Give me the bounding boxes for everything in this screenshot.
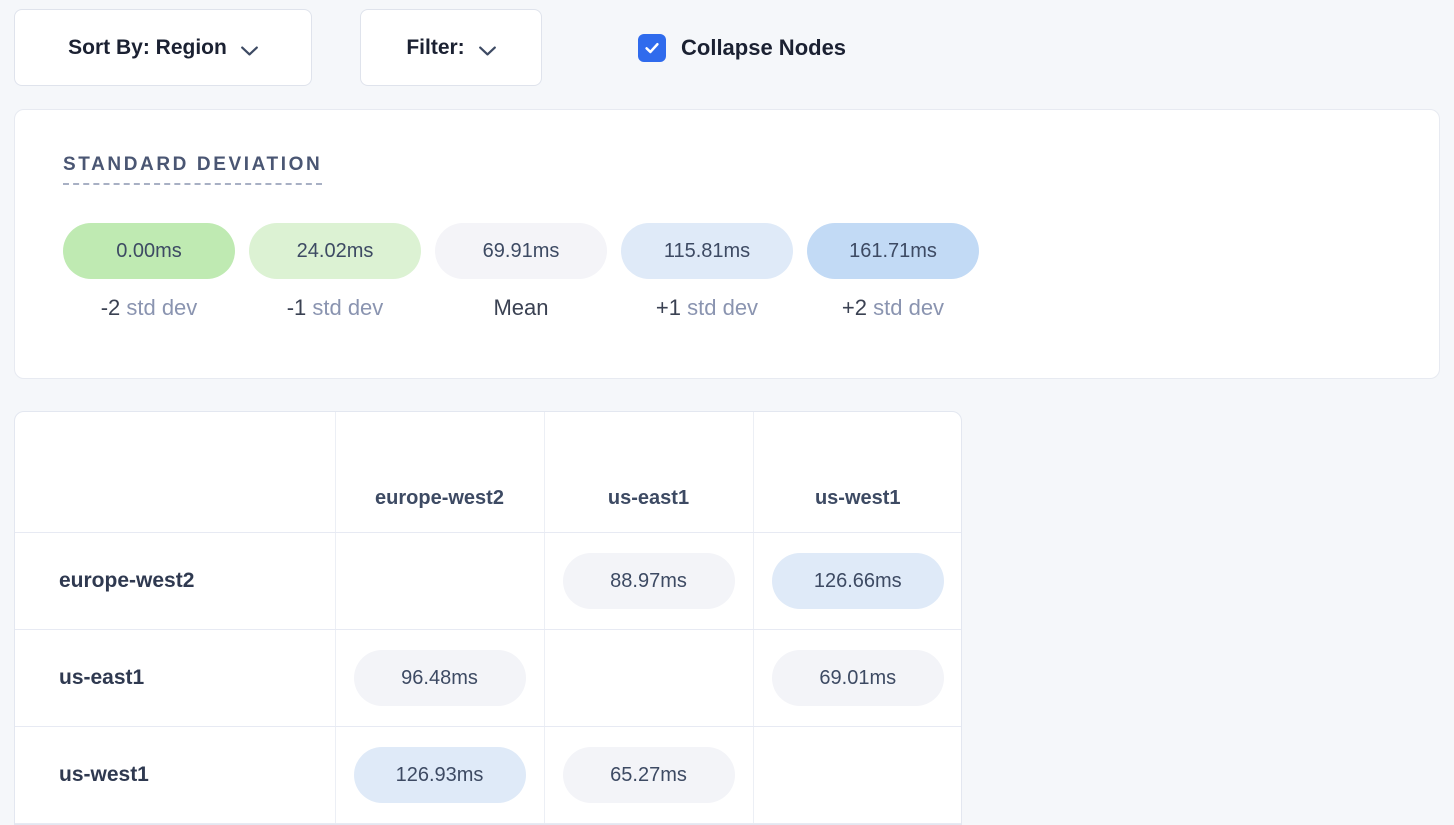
- legend-caption-prefix: Mean: [493, 295, 549, 320]
- legend-caption: +2 std dev: [842, 295, 944, 321]
- matrix-header: europe-west2 us-east1 us-west1: [15, 412, 961, 533]
- column-header[interactable]: us-west1: [753, 412, 961, 533]
- matrix-cell[interactable]: [753, 726, 961, 824]
- latency-matrix: europe-west2 us-east1 us-west1 europe-west…: [14, 411, 962, 825]
- legend-item: 69.91ms Mean: [435, 223, 607, 321]
- filter-dropdown[interactable]: Filter:: [360, 9, 542, 86]
- chevron-down-icon: [478, 43, 496, 55]
- legend-value-pill: 115.81ms: [621, 223, 793, 279]
- column-header[interactable]: us-east1: [544, 412, 754, 533]
- latency-value-pill: 65.27ms: [562, 747, 735, 803]
- latency-value-pill: 69.01ms: [771, 650, 944, 706]
- toolbar: Sort By: Region Filter: Collapse Nodes: [0, 0, 1454, 86]
- legend-caption: -2 std dev: [101, 295, 198, 321]
- chevron-down-icon: [240, 43, 258, 55]
- latency-value-pill: 126.66ms: [771, 553, 944, 609]
- legend-value-pill: 24.02ms: [249, 223, 421, 279]
- table-row: us-west1 126.93ms 65.27ms: [15, 726, 961, 824]
- table-row: us-east1 96.48ms 69.01ms: [15, 629, 961, 727]
- legend-item: 161.71ms +2 std dev: [807, 223, 979, 321]
- legend-caption-suffix: std dev: [867, 295, 945, 320]
- row-header[interactable]: us-east1: [15, 629, 336, 727]
- legend-item: 115.81ms +1 std dev: [621, 223, 793, 321]
- row-header[interactable]: us-west1: [15, 726, 336, 824]
- legend-caption-prefix: -2: [100, 295, 121, 320]
- latency-matrix-table: europe-west2 us-east1 us-west1 europe-west…: [15, 412, 961, 824]
- table-header-row: europe-west2 us-east1 us-west1: [15, 412, 961, 533]
- legend-caption-suffix: std dev: [120, 295, 198, 320]
- matrix-cell[interactable]: 69.01ms: [753, 629, 961, 727]
- matrix-cell[interactable]: [335, 532, 545, 630]
- legend-caption-suffix: std dev: [306, 295, 384, 320]
- legend-caption-prefix: +1: [655, 295, 682, 320]
- filter-label: Filter:: [406, 35, 465, 59]
- legend-value-pill: 0.00ms: [63, 223, 235, 279]
- column-header[interactable]: europe-west2: [335, 412, 545, 533]
- card-title: STANDARD DEVIATION: [63, 154, 323, 185]
- matrix-body: europe-west2 88.97ms 126.66ms us-east1 96.48…: [15, 532, 961, 824]
- matrix-cell[interactable]: 88.97ms: [544, 532, 754, 630]
- checkbox-checked-icon[interactable]: [638, 33, 666, 62]
- latency-value-pill: 88.97ms: [562, 553, 735, 609]
- row-header[interactable]: europe-west2: [15, 532, 336, 630]
- sort-by-dropdown[interactable]: Sort By: Region: [14, 9, 312, 86]
- legend-caption-prefix: -1: [286, 295, 307, 320]
- matrix-cell[interactable]: 126.66ms: [753, 532, 961, 630]
- legend-caption-suffix: std dev: [681, 295, 759, 320]
- legend-item: 0.00ms -2 std dev: [63, 223, 235, 321]
- collapse-nodes-label: Collapse Nodes: [681, 34, 847, 60]
- legend-caption-prefix: +2: [841, 295, 868, 320]
- matrix-corner-cell: [15, 412, 336, 533]
- latency-value-pill: 126.93ms: [353, 747, 526, 803]
- standard-deviation-card: STANDARD DEVIATION 0.00ms -2 std dev 24.02…: [14, 109, 1440, 379]
- collapse-nodes-toggle[interactable]: Collapse Nodes: [638, 33, 847, 62]
- matrix-cell[interactable]: 126.93ms: [335, 726, 545, 824]
- latency-value-pill: 96.48ms: [353, 650, 526, 706]
- legend-caption: +1 std dev: [656, 295, 758, 321]
- legend-caption: Mean: [493, 295, 548, 321]
- std-dev-legend: 0.00ms -2 std dev 24.02ms -1 std dev 69.91ms…: [63, 223, 1439, 321]
- table-row: europe-west2 88.97ms 126.66ms: [15, 532, 961, 630]
- legend-value-pill: 161.71ms: [807, 223, 979, 279]
- legend-item: 24.02ms -1 std dev: [249, 223, 421, 321]
- legend-caption: -1 std dev: [287, 295, 384, 321]
- sort-by-label: Sort By: Region: [68, 35, 227, 59]
- matrix-cell[interactable]: 65.27ms: [544, 726, 754, 824]
- legend-value-pill: 69.91ms: [435, 223, 607, 279]
- matrix-cell[interactable]: [544, 629, 754, 727]
- matrix-cell[interactable]: 96.48ms: [335, 629, 545, 727]
